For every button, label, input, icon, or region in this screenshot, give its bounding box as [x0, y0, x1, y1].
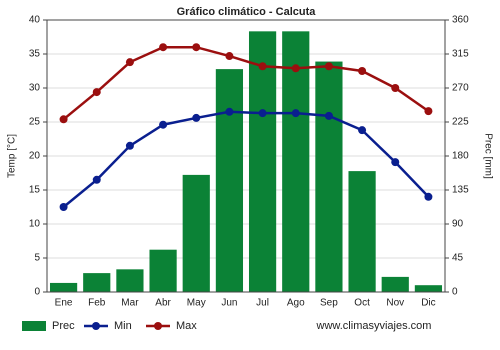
x-tick-label: Mar [121, 298, 139, 309]
bar [83, 273, 111, 292]
bar [248, 31, 277, 292]
point [92, 88, 101, 97]
x-tick-label: Dic [421, 298, 435, 309]
source: www.climasyviajes.com [316, 320, 432, 332]
y-tick-label: 10 [29, 219, 41, 230]
legend-swatch [92, 322, 100, 330]
y2-tick-label: 360 [452, 15, 469, 26]
legend-label: Min [114, 320, 132, 332]
line [62, 45, 430, 121]
x-tick-label: Jul [256, 298, 269, 309]
x-tick-label: Nov [386, 298, 404, 309]
bar [215, 69, 244, 292]
point [358, 126, 367, 135]
x-tick-label: Oct [354, 298, 370, 309]
plot-frame [46, 19, 446, 293]
y2-axis-label: Prec [mm] [482, 133, 493, 179]
point [125, 141, 134, 150]
point [192, 43, 201, 52]
y-tick-label: 5 [34, 253, 40, 264]
bar [49, 282, 78, 292]
point [125, 58, 134, 67]
bar [182, 174, 210, 292]
bar [381, 276, 409, 292]
x-tick-label: Ene [55, 298, 73, 309]
point [258, 109, 267, 118]
x-tick-label: Abr [155, 298, 171, 309]
point [59, 203, 68, 211]
x-tick-label: Jun [221, 298, 237, 309]
bar [149, 249, 177, 292]
x-tick-label: Sep [320, 298, 338, 309]
point [291, 109, 300, 118]
x-tick-label: Ago [287, 298, 305, 309]
point [391, 158, 400, 167]
point [358, 67, 367, 75]
y2-tick-label: 135 [452, 185, 469, 196]
y-tick-label: 25 [29, 117, 41, 128]
bar [116, 269, 144, 292]
y-tick-label: 15 [29, 185, 41, 196]
legend-label: Max [176, 320, 197, 332]
y2-tick-label: 90 [452, 219, 464, 230]
point [92, 175, 101, 184]
y2-tick-label: 45 [452, 253, 464, 264]
point [391, 84, 400, 92]
point [258, 62, 267, 71]
point [291, 64, 300, 73]
point [59, 115, 68, 124]
point [225, 52, 234, 61]
x-tick-label: Feb [88, 298, 106, 309]
bar [348, 171, 376, 292]
point [324, 62, 333, 71]
y-tick-label: 40 [29, 15, 41, 26]
legend-label: Prec [52, 320, 75, 332]
y-axis-label: Temp [°C] [7, 134, 18, 178]
bar [282, 31, 310, 292]
y-tick-label: 20 [29, 151, 41, 162]
point [225, 107, 234, 116]
y-tick-label: 0 [34, 287, 40, 298]
y2-tick-label: 0 [452, 287, 458, 298]
point [159, 43, 168, 52]
y2-tick-label: 315 [452, 49, 469, 60]
chart-title: Gráfico climático - Calcuta [177, 6, 317, 18]
y2-tick-label: 225 [452, 117, 469, 128]
point [324, 111, 333, 120]
bar [315, 61, 343, 292]
point [424, 107, 433, 116]
point [159, 120, 168, 129]
y-tick-label: 35 [29, 49, 41, 60]
point [424, 192, 433, 201]
y2-tick-label: 180 [452, 151, 469, 162]
bar [414, 285, 443, 292]
x-tick-label: May [187, 298, 206, 309]
legend-swatch [154, 322, 162, 330]
legend-swatch [22, 321, 46, 331]
line [62, 110, 430, 208]
point [192, 113, 201, 122]
y2-tick-label: 270 [452, 83, 469, 94]
y-tick-label: 30 [29, 83, 41, 94]
